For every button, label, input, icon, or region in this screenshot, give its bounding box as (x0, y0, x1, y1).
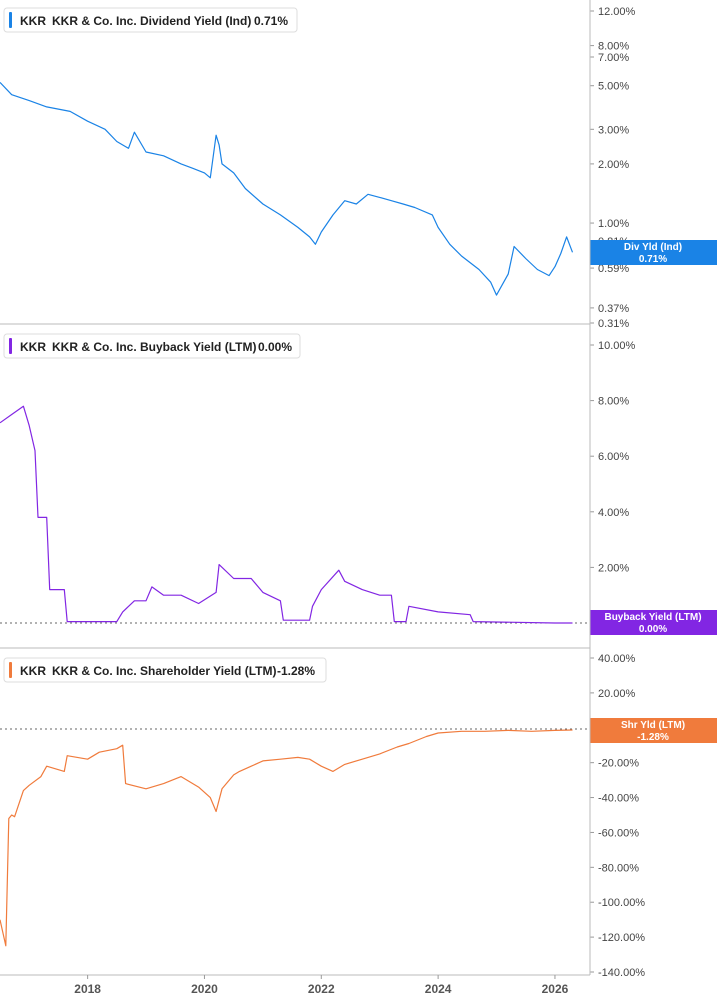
tag-value: -1.28% (637, 732, 669, 743)
y-axis-ticks: 40.00%20.00%0.00%-20.00%-40.00%-60.00%-8… (590, 653, 645, 979)
legend-metric: Buyback Yield (LTM) (140, 340, 256, 354)
shareholder-yield-series (0, 729, 573, 947)
legend-background (3, 657, 327, 683)
legend-company: KKR & Co. Inc. (52, 664, 137, 678)
x-tick-label: 2020 (191, 982, 218, 996)
y-axis-ticks: 10.00% 8.00% 6.00% 4.00% 2.00% (590, 340, 636, 574)
y-tick-label: 2.00% (598, 562, 629, 574)
buyback-yield-series (0, 405, 573, 624)
buyback-yield-panel: 10.00% 8.00% 6.00% 4.00% 2.00% KKR KKR & Co.… (0, 333, 717, 635)
shareholder-yield-value-tag: Shr Yld (LTM) -1.28% (590, 718, 717, 743)
tag-value: 0.00% (639, 624, 667, 635)
legend-background (3, 7, 298, 33)
y-tick-label: -40.00% (598, 793, 639, 805)
tag-label: Buyback Yield (LTM) (604, 612, 701, 623)
shareholder-yield-legend[interactable]: KKR KKR & Co. Inc. Shareholder Yield (LT… (3, 657, 327, 683)
series-line (0, 81, 574, 296)
y-tick-label: 5.00% (598, 81, 629, 93)
y-tick-label: 8.00% (598, 41, 629, 53)
x-tick-label: 2026 (542, 982, 569, 996)
legend-swatch (9, 338, 12, 354)
legend-value: -1.28% (277, 664, 315, 678)
y-tick-label: -60.00% (598, 827, 639, 839)
y-tick-label: -20.00% (598, 758, 639, 770)
x-tick-label: 2022 (308, 982, 335, 996)
legend-metric: Dividend Yield (Ind) (140, 14, 251, 28)
y-tick-label: 20.00% (598, 688, 636, 700)
legend-background (3, 333, 301, 359)
tag-background (590, 610, 717, 635)
y-tick-label: 0.37% (598, 303, 629, 315)
y-tick-label: 0.31% (598, 318, 629, 330)
legend-value: 0.00% (258, 340, 292, 354)
y-tick-label: 7.00% (598, 52, 629, 64)
y-tick-label: -100.00% (598, 897, 645, 909)
tag-background (590, 718, 717, 743)
y-tick-label: 4.00% (598, 507, 629, 519)
y-tick-label: 1.00% (598, 218, 629, 230)
legend-ticker: KKR (20, 340, 46, 354)
y-tick-label: 12.00% (598, 6, 636, 18)
x-tick-label: 2024 (425, 982, 452, 996)
legend-ticker: KKR (20, 664, 46, 678)
y-tick-label: 6.00% (598, 451, 629, 463)
tag-value: 0.71% (639, 254, 667, 265)
y-tick-label: 2.00% (598, 159, 629, 171)
dividend-yield-panel: 12.00%8.00%7.00%5.00%3.00%2.00%1.00%0.81… (0, 6, 717, 330)
y-tick-label: 8.00% (598, 396, 629, 408)
buyback-yield-value-tag: Buyback Yield (LTM) 0.00% (590, 610, 717, 635)
y-tick-label: -80.00% (598, 862, 639, 874)
y-axis-ticks: 12.00%8.00%7.00%5.00%3.00%2.00%1.00%0.81… (590, 6, 636, 330)
x-tick-label: 2018 (74, 982, 101, 996)
series-line (0, 405, 573, 624)
x-axis: 2018 2020 2022 2024 2026 (74, 975, 569, 996)
y-tick-label: 10.00% (598, 340, 636, 352)
y-tick-label: 3.00% (598, 124, 629, 136)
y-tick-label: 40.00% (598, 653, 636, 665)
y-tick-label: -140.00% (598, 967, 645, 979)
legend-company: KKR & Co. Inc. (52, 340, 137, 354)
tag-label: Shr Yld (LTM) (621, 720, 685, 731)
dividend-yield-series (0, 81, 574, 296)
legend-metric: Shareholder Yield (LTM) (140, 664, 276, 678)
tag-label: Div Yld (Ind) (624, 242, 682, 253)
legend-company: KKR & Co. Inc. (52, 14, 137, 28)
dividend-yield-legend[interactable]: KKR KKR & Co. Inc. Dividend Yield (Ind) … (3, 7, 298, 33)
legend-value: 0.71% (254, 14, 288, 28)
legend-swatch (9, 662, 12, 678)
series-line (0, 729, 573, 947)
y-tick-label: 0.59% (598, 263, 629, 275)
y-tick-label: -120.00% (598, 932, 645, 944)
legend-swatch (9, 12, 12, 28)
tag-background (590, 240, 717, 265)
legend-ticker: KKR (20, 14, 46, 28)
buyback-yield-legend[interactable]: KKR KKR & Co. Inc. Buyback Yield (LTM) 0… (3, 333, 301, 359)
shareholder-yield-panel: 40.00%20.00%0.00%-20.00%-40.00%-60.00%-8… (0, 653, 717, 979)
dividend-yield-value-tag: Div Yld (Ind) 0.71% (590, 240, 717, 265)
